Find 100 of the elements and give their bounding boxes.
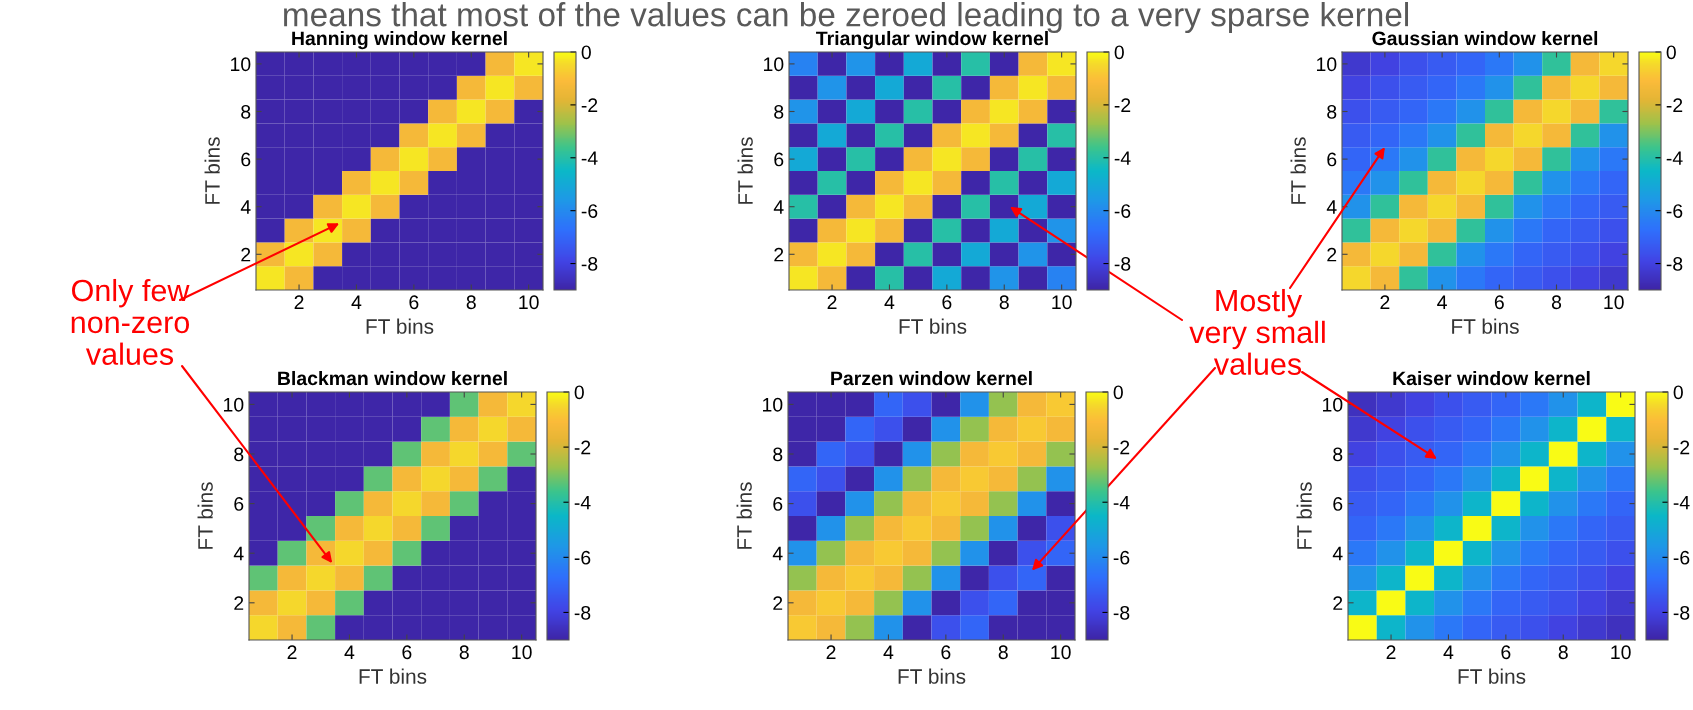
chart-title: Gaussian window kernel: [1372, 30, 1598, 46]
color-bar-label: 0: [1113, 385, 1123, 400]
color-bar-label: -6: [1666, 204, 1683, 218]
y-tick-label: 6: [1327, 152, 1337, 167]
x-axis-title: FT bins: [366, 318, 434, 334]
x-tick-label: 6: [1501, 645, 1511, 660]
x-tick-label: 8: [1558, 645, 1568, 660]
x-tick-label: 6: [402, 645, 412, 660]
y-tick-label: 2: [1327, 247, 1337, 262]
y-tick-label: 6: [234, 497, 244, 511]
y-tick-label: 4: [233, 546, 244, 561]
y-tick-label: 4: [1326, 200, 1337, 214]
color-bar-label: -8: [581, 257, 598, 271]
x-tick-label: 10: [519, 295, 539, 310]
y-tick-label: 2: [1333, 596, 1343, 610]
y-tick-label: 8: [773, 447, 783, 462]
color-bar-label: -4: [1114, 151, 1131, 165]
y-tick-label: 2: [234, 596, 244, 610]
text: Only few non-zero values: [71, 278, 190, 366]
color-bar-label: -8: [1113, 605, 1130, 620]
x-tick-label: 2: [294, 295, 304, 309]
y-tick-label: 6: [773, 497, 783, 511]
y-tick-label: 8: [774, 104, 784, 119]
x-tick-label: 4: [883, 645, 894, 659]
color-bar-label: -8: [1666, 257, 1683, 271]
y-tick-label: 4: [772, 546, 783, 561]
color-bar-label: -8: [574, 605, 591, 620]
color-bar-label: -6: [1114, 204, 1131, 218]
x-tick-label: 10: [1052, 295, 1072, 310]
color-bar-label: -2: [1673, 440, 1690, 455]
y-tick-label: 10: [224, 397, 244, 412]
color-bar-label: -2: [1114, 98, 1131, 112]
x-tick-label: 6: [409, 295, 419, 310]
y-tick-label: 4: [240, 200, 251, 214]
x-tick-label: 10: [1051, 645, 1071, 660]
chart-title: Hanning window kernel: [292, 30, 507, 50]
color-bar-label: -6: [1113, 550, 1130, 565]
y-tick-label: 8: [234, 447, 244, 462]
color-bar-label: 0: [574, 385, 584, 400]
y-axis-title: FT bins: [736, 482, 752, 549]
color-bar-label: -4: [1673, 495, 1690, 510]
x-axis-title: FT bins: [359, 668, 427, 684]
x-tick-label: 8: [1551, 295, 1562, 310]
y-tick-label: 10: [763, 397, 783, 412]
y-tick-label: 4: [773, 200, 784, 214]
x-tick-label: 2: [287, 645, 297, 659]
x-tick-label: 2: [1380, 295, 1390, 309]
chart-title: Parzen window kernel: [831, 370, 1032, 386]
x-tick-label: 4: [344, 645, 355, 659]
x-tick-label: 8: [999, 295, 1009, 310]
y-tick-label: 10: [231, 57, 251, 72]
color-bar-label: 0: [1673, 385, 1683, 400]
color-bar-label: 0: [1666, 45, 1676, 60]
x-tick-label: 4: [1443, 645, 1454, 659]
y-tick-label: 10: [764, 57, 784, 72]
y-tick-label: 8: [1333, 447, 1343, 462]
chart-title: Kaiser window kernel: [1393, 370, 1590, 386]
y-tick-label: 2: [774, 247, 784, 262]
x-tick-label: 10: [1604, 295, 1624, 310]
color-bar-label: -6: [581, 204, 598, 218]
x-tick-label: 4: [884, 295, 895, 309]
color-bar-label: -8: [1114, 257, 1131, 271]
x-tick-label: 8: [466, 295, 476, 310]
y-axis-title: FT bins: [204, 137, 220, 204]
color-bar-label: -8: [1673, 605, 1690, 620]
color-bar-label: -2: [581, 98, 598, 112]
x-tick-label: 10: [512, 645, 532, 660]
x-tick-label: 2: [826, 645, 836, 659]
y-tick-label: 8: [241, 104, 251, 119]
x-tick-label: 8: [459, 645, 469, 660]
y-tick-label: 4: [1332, 546, 1343, 561]
x-tick-label: 2: [1386, 645, 1396, 659]
chart-title: Triangular window kernel: [816, 30, 1048, 50]
x-tick-label: 6: [1494, 295, 1504, 310]
x-tick-label: 8: [998, 645, 1008, 660]
y-tick-label: 10: [1323, 397, 1343, 412]
text: Mostly very small values: [1189, 288, 1325, 376]
color-bar-label: -4: [581, 151, 598, 165]
color-bar-label: -2: [574, 440, 591, 455]
y-axis-title: FT bins: [737, 137, 753, 204]
x-axis-title: FT bins: [1452, 318, 1519, 334]
x-tick-label: 10: [1611, 645, 1631, 660]
y-tick-label: 2: [773, 596, 783, 610]
chart-title: Blackman window kernel: [278, 370, 507, 386]
color-bar-label: -4: [574, 495, 591, 510]
x-tick-label: 2: [827, 295, 837, 309]
y-axis-title: FT bins: [197, 482, 213, 549]
x-tick-label: 4: [351, 295, 362, 309]
y-tick-label: 10: [1317, 57, 1337, 72]
color-bar-label: -4: [1666, 151, 1683, 165]
y-axis-title: FT bins: [1290, 137, 1306, 204]
x-tick-label: 6: [942, 295, 952, 310]
color-bar-label: -4: [1113, 495, 1130, 510]
color-bar-label: 0: [1114, 45, 1124, 60]
x-axis-title: FT bins: [1458, 668, 1526, 684]
color-bar-label: -6: [1673, 550, 1690, 565]
color-bar-label: -6: [574, 550, 591, 565]
y-tick-label: 6: [241, 152, 251, 167]
color-bar-label: -2: [1113, 440, 1130, 455]
x-axis-title: FT bins: [899, 318, 967, 334]
